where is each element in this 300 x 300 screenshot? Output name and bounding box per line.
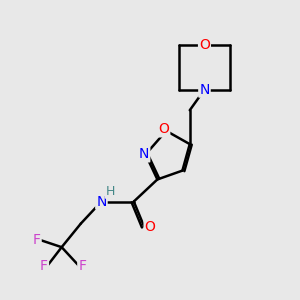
- Text: O: O: [199, 38, 210, 52]
- Text: F: F: [40, 259, 48, 273]
- Text: F: F: [78, 259, 86, 273]
- Text: N: N: [96, 194, 106, 208]
- Text: H: H: [106, 185, 115, 198]
- Text: O: O: [158, 122, 169, 136]
- Text: N: N: [139, 147, 149, 161]
- Text: O: O: [145, 220, 155, 234]
- Text: N: N: [199, 82, 210, 97]
- Text: F: F: [33, 233, 41, 247]
